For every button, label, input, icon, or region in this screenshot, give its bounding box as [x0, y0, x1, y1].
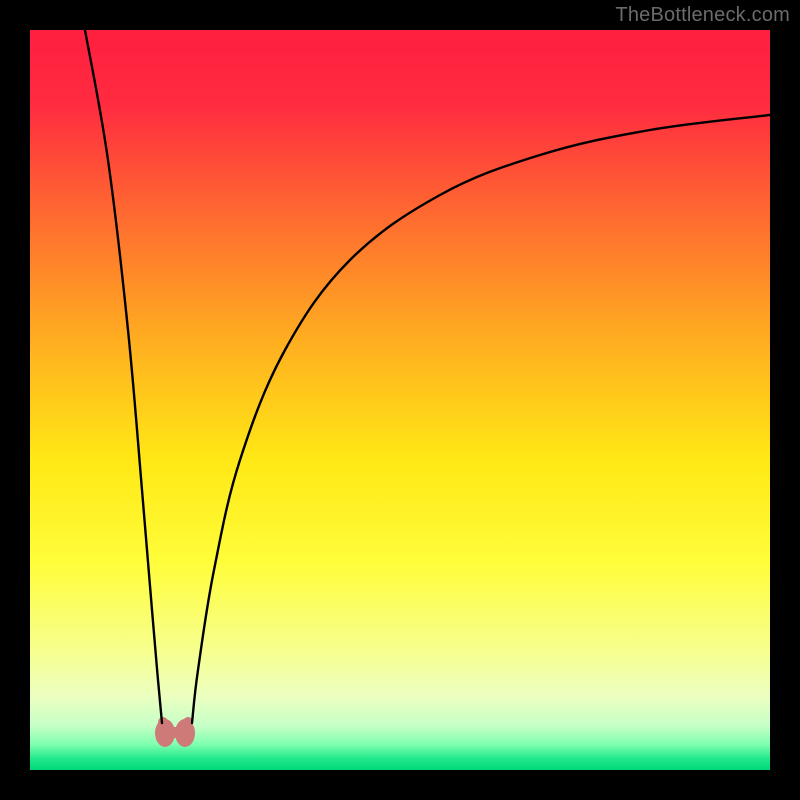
curve-right-branch: [192, 115, 770, 723]
watermark-text: TheBottleneck.com: [615, 4, 790, 27]
bottleneck-curve: [30, 30, 770, 770]
curve-left-branch: [85, 30, 162, 723]
plot-area: [30, 30, 770, 770]
chart-frame: TheBottleneck.com: [0, 0, 800, 800]
